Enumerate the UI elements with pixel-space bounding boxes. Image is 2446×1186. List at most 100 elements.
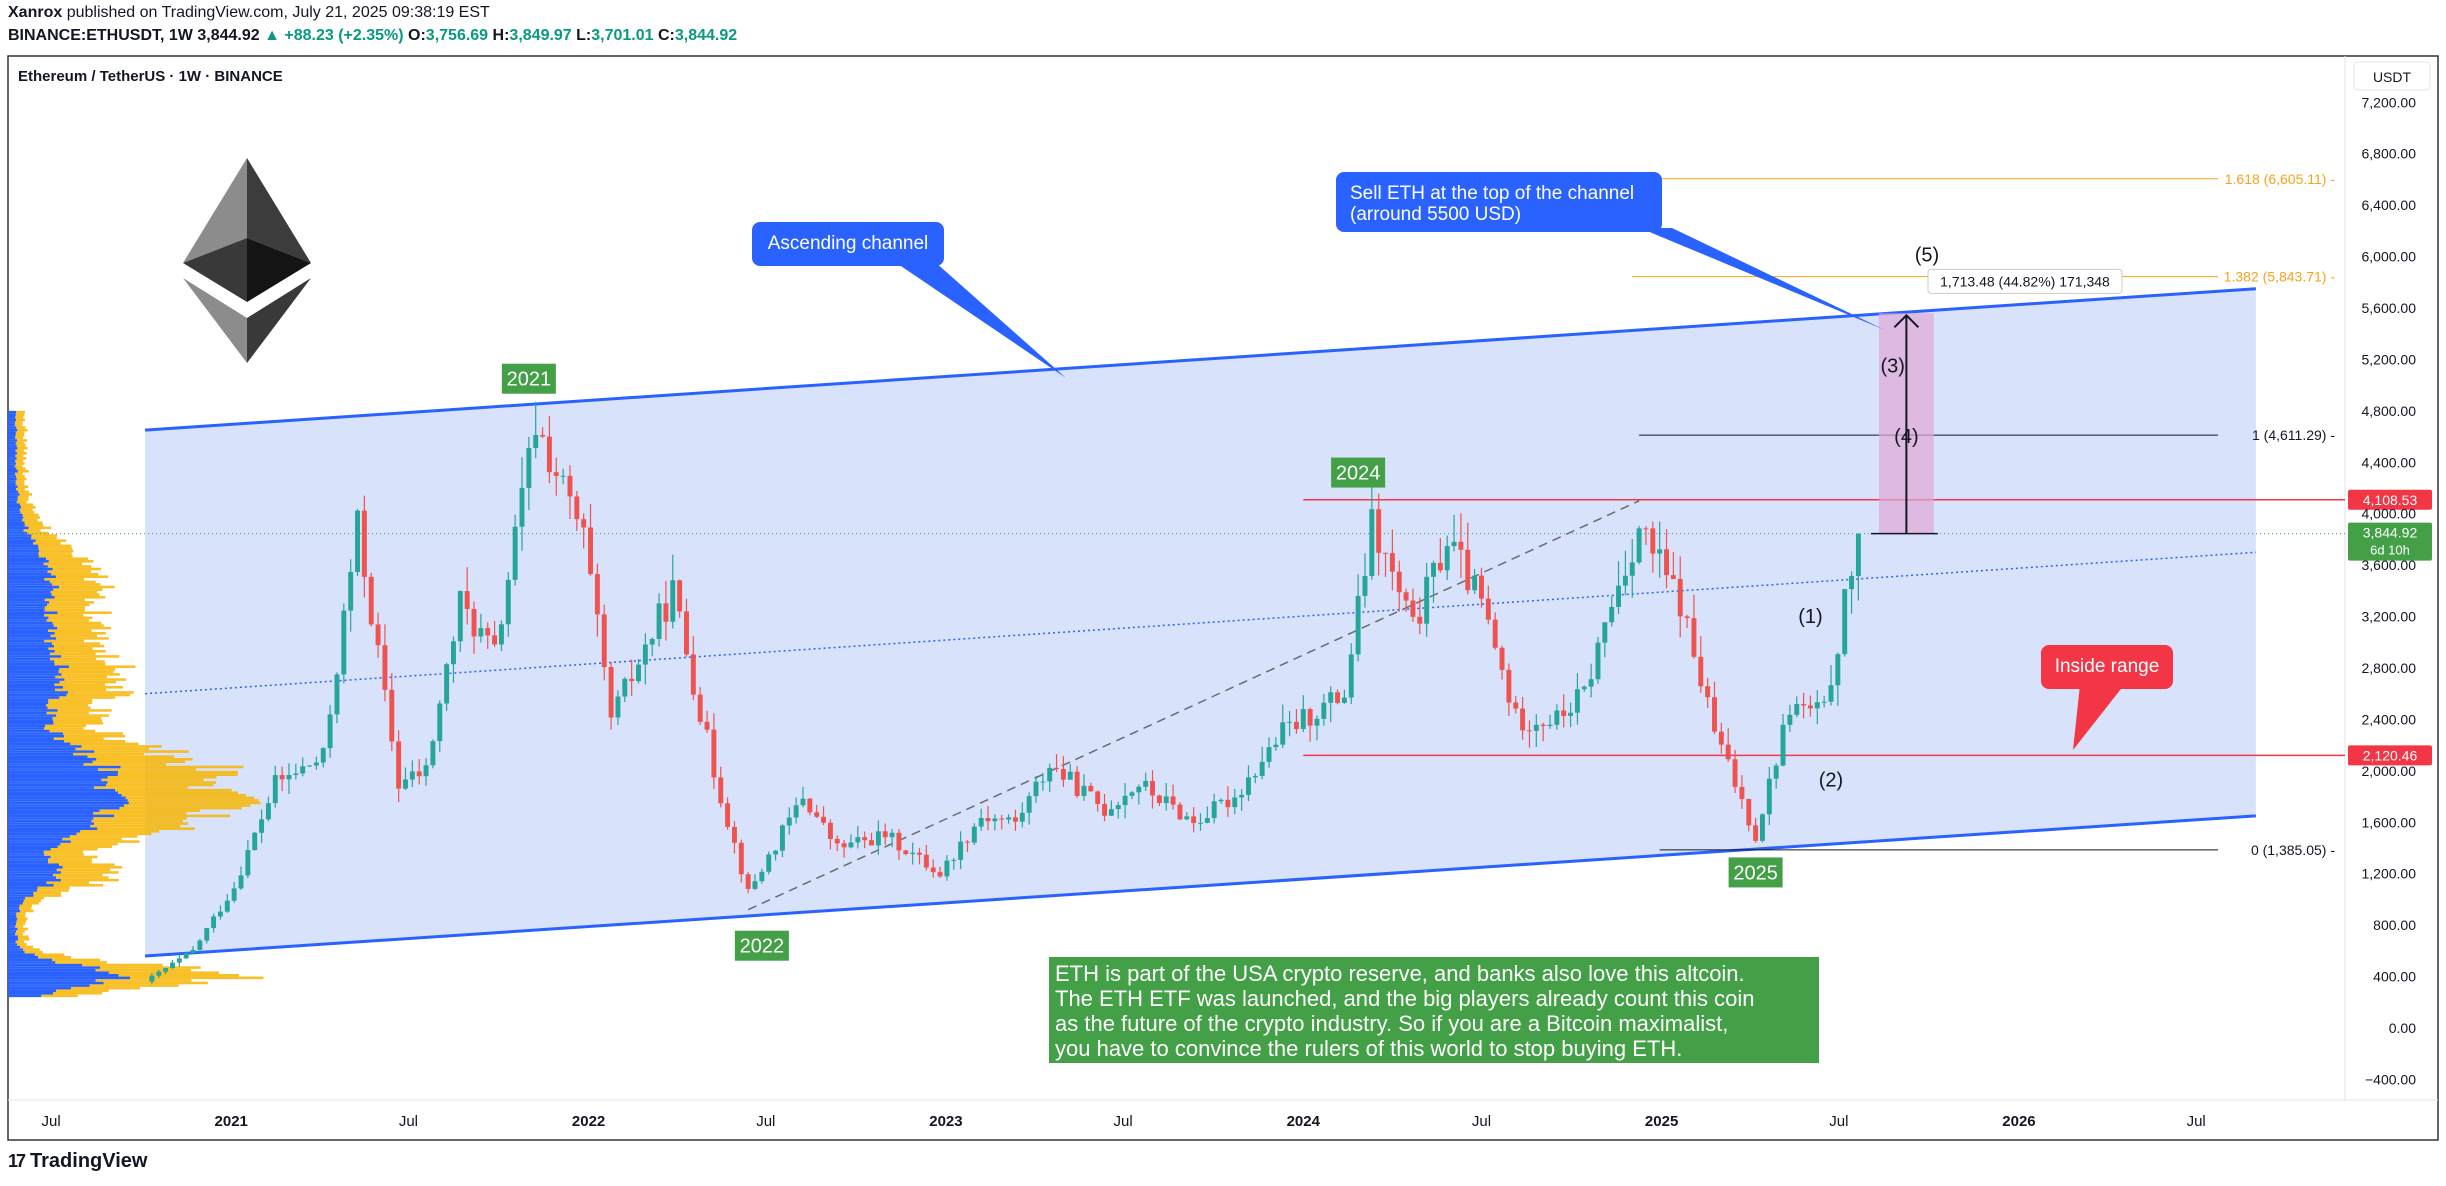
candle-body (334, 674, 340, 715)
volume-profile-bar (60, 878, 119, 882)
time-tick-label: Jul (399, 1113, 418, 1130)
volume-profile-bar (56, 989, 109, 992)
candle-body (1060, 768, 1066, 780)
volume-profile-bar (48, 858, 92, 861)
currency-button[interactable] (2353, 61, 2431, 91)
year-tag-label: 2021 (507, 369, 552, 391)
candle-body (704, 721, 710, 730)
volume-profile-bar (8, 531, 28, 535)
volume-profile-bar (121, 794, 246, 797)
volume-profile-bar (16, 467, 26, 470)
candle-body (382, 645, 388, 690)
volume-profile-bar (16, 912, 26, 915)
volume-profile-bar (8, 945, 20, 949)
candle-body (1287, 721, 1293, 723)
volume-profile-bar (54, 596, 106, 599)
candle-body (773, 850, 779, 855)
candle-body (1348, 654, 1354, 698)
candle-body (1609, 606, 1615, 623)
volume-profile-bar (8, 961, 56, 964)
callout-tail (1640, 228, 1885, 330)
candle-body (183, 952, 189, 959)
volume-profile-bar (8, 446, 18, 450)
volume-profile-bar (8, 943, 18, 946)
volume-profile-bar (52, 583, 101, 586)
volume-profile-bar (8, 781, 108, 784)
volume-profile-bar (8, 855, 51, 859)
volume-profile-bar (64, 740, 126, 743)
volume-profile-bar (8, 824, 91, 828)
volume-profile-bar (44, 639, 85, 643)
volume-profile-bar (15, 421, 23, 424)
volume-profile-bar (8, 423, 15, 427)
volume-profile-bar (8, 498, 18, 501)
volume-profile-bar (17, 495, 29, 499)
volume-profile-bar (8, 462, 16, 465)
volume-profile-bar (8, 992, 54, 995)
footer-brand: TradingView (30, 1150, 148, 1172)
candle-body (1321, 702, 1327, 719)
volume-profile-bar (55, 575, 109, 578)
volume-profile-bar (8, 835, 70, 838)
volume-profile-bar (94, 822, 189, 825)
volume-profile-bar (8, 858, 49, 861)
volume-profile-bar (8, 871, 61, 874)
volume-profile-bar (8, 853, 45, 856)
candle-body (1643, 528, 1649, 530)
volume-profile-bar (8, 680, 60, 684)
volume-profile-bar (8, 475, 16, 478)
volume-profile-bar (81, 745, 162, 748)
candle-body (663, 603, 669, 622)
volume-profile-bar (98, 768, 197, 771)
candle-body (1849, 576, 1855, 590)
candle-body (1684, 616, 1690, 619)
volume-profile-bar (28, 526, 52, 530)
candle-body (903, 850, 909, 855)
candle-body (1300, 709, 1306, 729)
candle-body (498, 624, 504, 645)
candle-body (766, 854, 772, 872)
candle-body (649, 639, 655, 645)
volume-profile-bar (15, 441, 25, 445)
note-line: ETH is part of the USA crypto reserve, a… (1055, 961, 1745, 986)
volume-profile-bar (8, 776, 108, 779)
volume-profile-bar (8, 500, 17, 504)
volume-profile-bar (46, 557, 88, 560)
volume-profile-bar (25, 896, 44, 900)
wave-label: (2) (1819, 769, 1843, 791)
volume-profile-bar (19, 508, 33, 512)
candle-body (793, 805, 799, 818)
volume-profile-bar (27, 531, 49, 535)
candle-body (588, 527, 594, 575)
volume-profile-bar (47, 570, 91, 573)
candle-body (1280, 722, 1286, 745)
volume-profile-bar (22, 518, 38, 522)
candle-body (492, 635, 498, 645)
volume-profile-bar (38, 544, 72, 548)
volume-profile-bar (52, 716, 102, 720)
candle-body (1163, 796, 1169, 803)
candle-body (423, 765, 429, 777)
volume-profile-bar (51, 593, 100, 596)
low-value: 3,701.01 (591, 27, 654, 44)
tradingview-footer[interactable]: 17 TradingView (8, 1150, 147, 1173)
candle-body (1156, 795, 1162, 803)
open-value: 3,756.69 (425, 27, 489, 44)
volume-profile-bar (50, 590, 98, 594)
candle-body (1574, 689, 1580, 713)
volume-profile-bar (95, 968, 192, 972)
candle-body (546, 436, 552, 473)
volume-profile-bar (8, 606, 45, 609)
volume-profile-bar (17, 439, 28, 442)
candle-body (519, 487, 525, 527)
volume-profile-bar (19, 907, 32, 910)
candle-body (1506, 669, 1512, 703)
volume-profile-bar (54, 644, 105, 648)
author-name[interactable]: Xanrox (8, 4, 63, 21)
volume-profile-bar (17, 917, 28, 920)
candle-body (985, 818, 991, 822)
volume-profile-bar (8, 966, 101, 969)
candle-body (1561, 710, 1567, 716)
volume-profile-bar (8, 755, 88, 758)
